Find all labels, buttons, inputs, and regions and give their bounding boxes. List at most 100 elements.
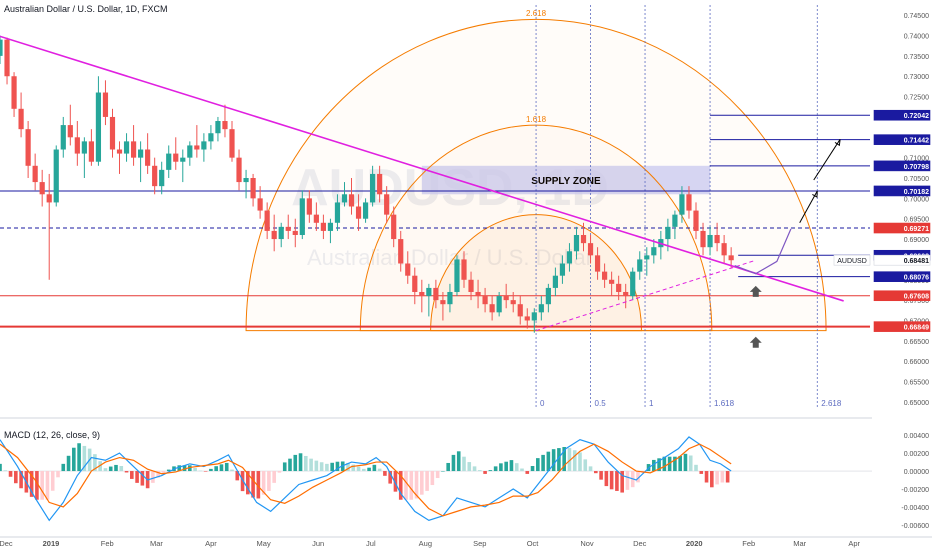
up-arrow-marker[interactable] [749,336,762,348]
candle-body[interactable] [524,316,530,321]
candle-body[interactable] [18,108,24,130]
candle-body[interactable] [630,271,636,297]
supply-zone[interactable] [421,165,711,195]
candle-body[interactable] [609,279,615,284]
candle-body[interactable] [672,214,678,227]
candle-body[interactable] [637,259,643,272]
price-label-box[interactable] [873,290,931,302]
candle-body[interactable] [11,76,17,109]
candle-body[interactable] [679,194,685,215]
candle-body[interactable] [693,210,699,231]
candle-body[interactable] [130,141,137,158]
candle-body[interactable] [623,291,629,297]
candle-body[interactable] [334,202,341,223]
candle-body[interactable] [573,234,580,252]
candle-body[interactable] [559,263,566,276]
candle-body[interactable] [686,194,692,211]
candle-body[interactable] [517,304,523,317]
candle-body[interactable] [651,247,657,256]
price-label-box[interactable] [873,109,931,121]
candle-body[interactable] [714,234,720,244]
candle-body[interactable] [116,149,123,154]
projection-path[interactable] [734,228,792,275]
candle-body[interactable] [461,259,467,280]
candle-body[interactable] [377,173,383,195]
candle-body[interactable] [166,153,172,170]
fib-arc[interactable] [245,18,827,332]
candle-body[interactable] [0,39,3,56]
candle-body[interactable] [503,296,509,301]
price-label-box[interactable] [873,321,931,332]
candle-body[interactable] [53,149,59,203]
candle-body[interactable] [95,92,102,162]
candle-body[interactable] [194,145,200,150]
candle-body[interactable] [398,239,404,264]
candle-body[interactable] [384,194,390,215]
candle-body[interactable] [475,291,481,297]
candle-body[interactable] [271,230,277,240]
candle-body[interactable] [320,222,326,231]
candle-body[interactable] [102,92,109,117]
candle-body[interactable] [552,275,558,288]
macd-pane[interactable] [0,436,872,522]
candle-body[interactable] [159,169,165,187]
macd-line[interactable] [0,436,732,522]
price-pane[interactable]: AUDUSD, 1DAustralian Dollar / U.S. Dolla… [0,0,932,419]
candle-body[interactable] [510,300,516,305]
candle-body[interactable] [208,133,214,142]
candle-body[interactable] [580,234,587,244]
candle-body[interactable] [243,178,249,183]
candle-body[interactable] [440,300,446,305]
price-label-box[interactable] [873,185,931,197]
candle-body[interactable] [81,141,87,154]
candle-body[interactable] [285,226,291,231]
candle-body[interactable] [173,153,179,162]
price-label-box[interactable] [873,271,931,282]
candle-body[interactable] [39,182,45,195]
candle-body[interactable] [707,234,713,248]
candle-body[interactable] [222,121,228,130]
trendline[interactable] [0,35,844,302]
arrow-line[interactable] [813,139,841,181]
candle-body[interactable] [250,178,256,199]
candle-body[interactable] [313,214,319,223]
candle-body[interactable] [538,304,544,313]
price-label-box[interactable] [873,222,931,234]
support-line[interactable] [535,259,756,332]
candle-body[interactable] [201,141,207,150]
fib-arc[interactable] [359,125,713,332]
candle-body[interactable] [545,287,551,305]
candle-body[interactable] [306,198,312,215]
candle-body[interactable] [587,243,594,256]
candle-body[interactable] [67,125,73,138]
up-arrow-marker[interactable] [749,285,762,297]
signal-line[interactable] [0,443,732,517]
candle-body[interactable] [138,149,144,158]
candle-body[interactable] [32,165,38,183]
candle-body[interactable] [566,251,573,264]
candle-body[interactable] [278,226,284,240]
candle-body[interactable] [728,255,734,261]
candle-body[interactable] [412,275,418,292]
candle-body[interactable] [644,255,650,260]
candle-body[interactable] [74,137,80,154]
candle-body[interactable] [594,255,601,272]
candle-body[interactable] [496,296,502,313]
candle-body[interactable] [454,259,460,292]
candle-body[interactable] [25,129,31,166]
candle-body[interactable] [665,226,671,240]
candle-body[interactable] [341,194,348,203]
candle-body[interactable] [145,149,151,166]
candle-body[interactable] [257,198,263,211]
arrow-line[interactable] [799,190,818,224]
candle-body[interactable] [152,165,158,187]
candle-body[interactable] [419,291,425,297]
candle-body[interactable] [489,304,495,313]
candle-body[interactable] [602,271,608,280]
candle-body[interactable] [531,312,537,321]
candle-body[interactable] [370,173,376,203]
price-label-box[interactable] [873,134,931,145]
candle-body[interactable] [391,214,397,240]
candle-body[interactable] [433,287,439,301]
candle-body[interactable] [355,206,362,219]
